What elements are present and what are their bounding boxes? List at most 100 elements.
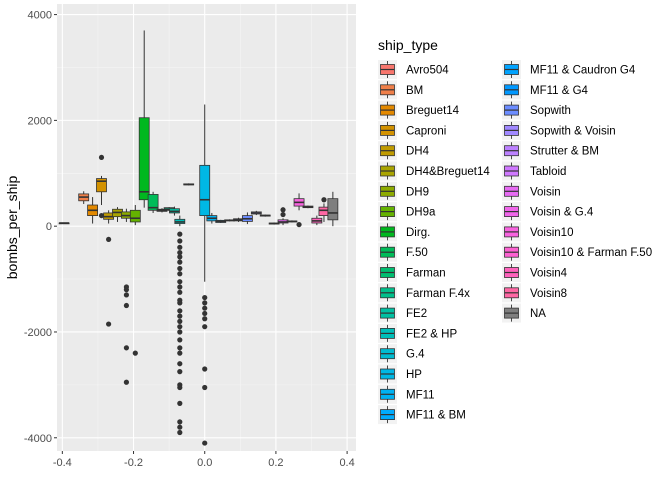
outlier-point: [177, 361, 183, 367]
legend-item: BM: [378, 80, 423, 100]
legend-label: Sopwith: [530, 105, 571, 117]
legend-item: Strutter & BM: [502, 141, 599, 161]
legend-label: Farman: [406, 268, 446, 280]
outlier-point: [202, 305, 208, 311]
outlier-point: [296, 221, 302, 228]
legend-item: Tabloid: [502, 161, 566, 181]
outlier-point: [177, 419, 183, 425]
box-sopwith-voisin: [250, 210, 262, 216]
legend-item: Dirg.: [378, 222, 430, 242]
box-body: [129, 209, 141, 223]
outlier-point: [98, 154, 105, 161]
box-voisin4: [311, 215, 323, 226]
x-tick-label: -0.4: [53, 457, 72, 469]
legend-label: Avro504: [406, 65, 449, 77]
outlier-point: [177, 313, 183, 319]
outlier-point: [98, 212, 105, 219]
outlier-point: [177, 400, 183, 406]
outlier-point: [177, 231, 183, 237]
legend-item: HP: [378, 364, 422, 384]
box-fe2-hp: [174, 215, 186, 436]
x-tick-label: -0.2: [124, 457, 143, 469]
outlier-point: [123, 292, 130, 298]
outlier-point: [177, 300, 183, 306]
x-tick-label: 0.2: [268, 457, 283, 469]
legend-label: Voisin4: [530, 268, 568, 280]
legend-item: MF11 & BM: [378, 405, 466, 425]
legend-label: Farman F.4x: [406, 288, 470, 300]
box-mf11: [206, 212, 218, 224]
box-mf11-bm: [215, 219, 227, 224]
outlier-point: [202, 384, 208, 391]
box-dh4: [103, 210, 115, 327]
legend-label: Strutter & BM: [530, 146, 599, 158]
box-na: [327, 191, 339, 227]
box-tabloid: [268, 222, 280, 225]
box-fe2: [169, 206, 180, 216]
legend-label: Caproni: [406, 125, 446, 137]
legend-item: Caproni: [378, 120, 446, 140]
legend-item: Farman F.4x: [378, 283, 470, 303]
outlier-point: [202, 366, 208, 372]
legend-label: Voisin10: [530, 227, 573, 239]
box-breguet14: [87, 197, 98, 224]
outlier-point: [123, 302, 130, 309]
legend-title: ship_type: [378, 37, 438, 53]
legend-label: NA: [530, 308, 546, 320]
legend-label: Tabloid: [530, 166, 566, 178]
outlier-point: [106, 321, 112, 327]
box-dirg-: [138, 30, 150, 208]
legend-item: FE2 & HP: [378, 323, 457, 343]
box-g-4: [183, 183, 195, 186]
outlier-point: [177, 244, 183, 250]
box-bm: [78, 191, 90, 204]
box-body: [147, 194, 159, 211]
box-body: [199, 164, 211, 216]
legend-label: DH9a: [406, 207, 436, 219]
legend-label: G.4: [406, 349, 425, 361]
box-voisin-g-4: [286, 220, 298, 223]
legend-item: DH9a: [378, 202, 436, 222]
outlier-point: [177, 345, 183, 351]
legend-item: DH9: [378, 181, 429, 201]
legend-label: MF11: [406, 389, 435, 401]
legend-label: Voisin10 & Farman F.50: [530, 247, 652, 259]
outlier-point: [132, 350, 138, 356]
box-voisin10-farman-f-50: [302, 205, 314, 209]
outlier-point: [177, 337, 183, 343]
box-voisin10: [293, 193, 305, 228]
legend-label: F.50: [406, 247, 428, 259]
outlier-point: [177, 308, 183, 314]
legend-item: MF11 & G4: [502, 80, 589, 100]
legend-item: Voisin & G.4: [502, 202, 594, 222]
y-axis-title: bombs_per_ship: [4, 176, 20, 280]
outlier-point: [280, 211, 286, 218]
box-voisin8: [318, 197, 330, 222]
box-body: [138, 117, 150, 201]
outlier-point: [177, 271, 183, 277]
legend-item: Sopwith: [502, 100, 571, 120]
outlier-point: [177, 384, 183, 391]
box-strutter-bm: [259, 214, 271, 217]
legend-label: FE2: [406, 308, 427, 320]
plot-panel: [57, 4, 356, 451]
outlier-point: [177, 259, 183, 265]
legend-label: Voisin: [530, 186, 561, 198]
boxes: [58, 30, 339, 446]
legend-label: Voisin & G.4: [530, 207, 594, 219]
legend-item: MF11 & Caudron G4: [502, 60, 636, 79]
outlier-point: [106, 236, 112, 243]
legend-label: FE2 & HP: [406, 328, 457, 340]
outlier-point: [202, 294, 208, 301]
y-tick-label: 2000: [28, 115, 52, 127]
legend-item: Voisin8: [502, 283, 567, 303]
legend-item: Voisin10: [502, 222, 573, 242]
legend-label: HP: [406, 369, 422, 381]
outlier-point: [177, 289, 183, 295]
box-caproni: [96, 154, 107, 219]
legend: ship_type Avro504 BM Breguet14 Caproni DH4 DH…: [378, 37, 652, 425]
legend-label: DH4: [406, 146, 430, 158]
outlier-point: [177, 279, 183, 285]
box-avro504: [58, 222, 70, 225]
